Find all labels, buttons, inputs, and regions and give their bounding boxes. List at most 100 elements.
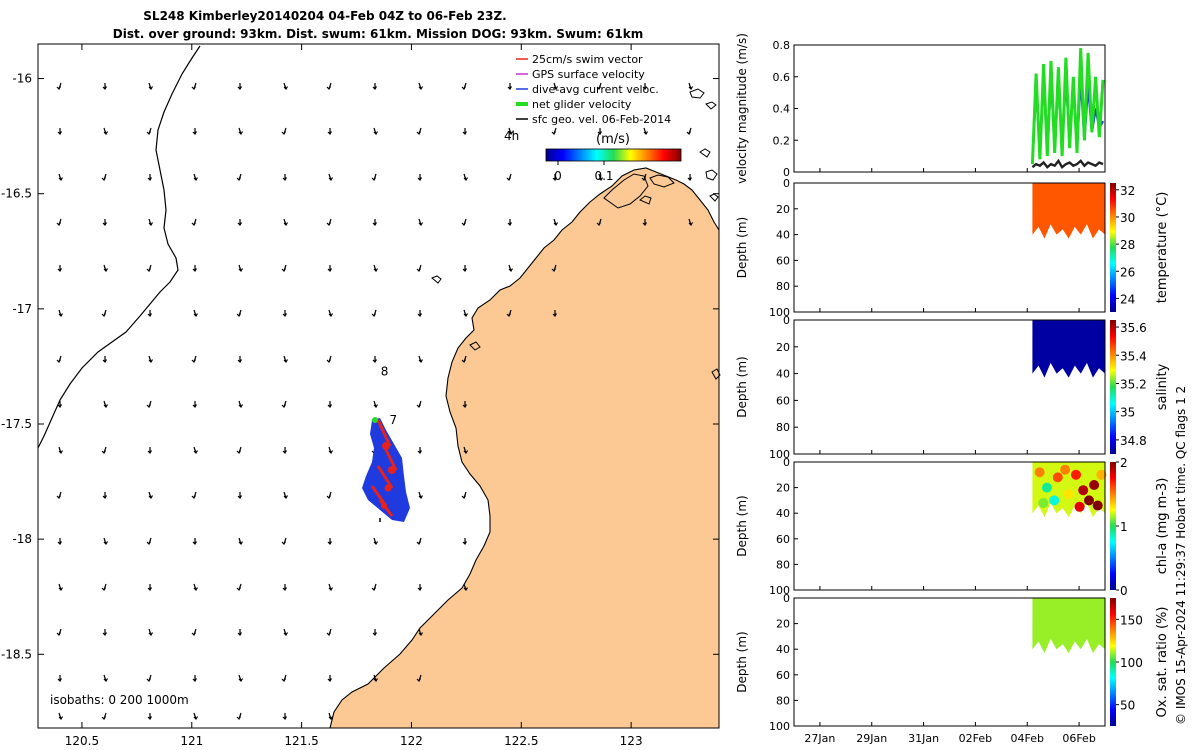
colorbar-tick-1: 35 bbox=[1120, 406, 1135, 420]
geo-vector-arrow bbox=[326, 491, 332, 499]
profile-data-field bbox=[1032, 320, 1105, 381]
chl-sample bbox=[1034, 467, 1045, 478]
colorbar-tick-4: 35.6 bbox=[1120, 321, 1147, 335]
map-y-tick-1: -16.5 bbox=[1, 187, 32, 201]
geo-vector-arrow bbox=[281, 400, 287, 408]
geo-vector-arrow bbox=[327, 675, 333, 682]
geo-vector-arrow bbox=[416, 264, 422, 272]
map-annotation-1: 7 bbox=[389, 413, 397, 427]
geo-vector-arrow bbox=[102, 629, 108, 636]
profile-y-tick-1: 20 bbox=[776, 482, 790, 495]
geo-vector-arrow bbox=[103, 264, 109, 272]
chl-sample bbox=[1092, 500, 1103, 511]
geo-vector-arrow bbox=[328, 583, 334, 591]
geo-vector-arrow bbox=[102, 492, 108, 499]
geo-vector-arrow bbox=[507, 219, 513, 226]
chl-sample bbox=[1096, 469, 1107, 480]
geo-vector-arrow bbox=[371, 583, 377, 591]
geo-vector-arrow bbox=[148, 82, 154, 90]
geo-vector-arrow bbox=[148, 491, 154, 499]
map-panel: 8 7 isobaths: 0 200 1000m 25cm/s swim vec… bbox=[1, 43, 721, 748]
geo-vector-arrow bbox=[373, 400, 379, 408]
geo-vector-arrow bbox=[506, 173, 512, 181]
geo-vector-arrow bbox=[371, 173, 377, 181]
geo-vector-arrow bbox=[418, 82, 424, 90]
land-cape bbox=[603, 173, 649, 209]
geo-vector-arrow bbox=[326, 628, 332, 636]
velocity-y-tick-4: 0.8 bbox=[773, 39, 791, 52]
geo-vector-arrow bbox=[57, 128, 63, 135]
colorbar-tick-1: 26 bbox=[1120, 265, 1135, 279]
time-tick-0: 27Jan bbox=[804, 732, 835, 745]
geo-vector-arrow bbox=[146, 674, 152, 682]
profile-axes bbox=[793, 319, 1106, 455]
geo-vector-arrow bbox=[148, 628, 154, 636]
geo-vector-arrow bbox=[236, 173, 242, 181]
geo-vector-arrow bbox=[281, 537, 287, 545]
geo-vector-arrow bbox=[508, 127, 514, 135]
geo-vector-arrow bbox=[238, 400, 244, 408]
geo-vector-arrow bbox=[283, 491, 289, 499]
profile-panel-0: 0 20 40 60 80 100 Depth (m) 24 26 28 30 32 temperatu… bbox=[735, 177, 1170, 319]
profile-ylabel: Depth (m) bbox=[735, 356, 749, 417]
profile-axes bbox=[793, 461, 1106, 591]
geo-vector-arrow bbox=[373, 537, 379, 545]
profile-ylabel: Depth (m) bbox=[735, 217, 749, 278]
geo-vector-arrow bbox=[416, 537, 422, 545]
velocity-y-tick-2: 0.4 bbox=[773, 103, 791, 116]
geo-vector-arrow bbox=[461, 82, 467, 90]
colorbar-tick-0: 34.8 bbox=[1120, 434, 1147, 448]
geo-vector-arrow bbox=[328, 446, 334, 454]
geo-vector-arrow bbox=[463, 309, 469, 317]
profile-colorbar bbox=[1110, 320, 1116, 454]
geo-vector-arrow bbox=[462, 265, 468, 272]
geo-vector-arrow bbox=[687, 174, 693, 181]
geo-vector-arrow bbox=[688, 82, 694, 90]
map-y-tick-2: -17 bbox=[12, 302, 32, 316]
track-start-marker bbox=[372, 417, 378, 423]
geo-vector-arrow bbox=[418, 628, 424, 636]
geo-vector-arrow bbox=[418, 355, 424, 363]
geo-vector-arrow bbox=[238, 537, 244, 545]
chl-sample bbox=[1074, 501, 1085, 512]
profile-y-tick-1: 20 bbox=[776, 341, 790, 354]
geo-vector-arrow bbox=[101, 446, 107, 454]
colorbar-tick-1: 100 bbox=[1120, 656, 1143, 670]
geo-vector-arrow bbox=[283, 355, 289, 363]
geo-vector-arrow bbox=[461, 218, 467, 226]
velocity-panel: 0 0.2 0.4 0.6 0.8 velocity magnitude (m/s) bbox=[735, 33, 1106, 184]
geo-vector-arrow bbox=[283, 628, 289, 636]
geo-vector-arrow bbox=[147, 174, 153, 181]
geo-vector-arrow bbox=[372, 356, 378, 363]
chl-sample bbox=[1049, 495, 1060, 506]
geo-vector-arrow bbox=[506, 309, 512, 317]
colorbar-label: salinity bbox=[1155, 363, 1170, 410]
colorbar-label: temperature (°C) bbox=[1155, 192, 1170, 304]
geo-vector-arrow bbox=[552, 174, 558, 181]
colorbar-tick-2: 150 bbox=[1120, 613, 1143, 627]
geo-vector-arrow bbox=[103, 537, 109, 545]
title-line1: SL248 Kimberley20140204 04-Feb 04Z to 06… bbox=[143, 9, 506, 23]
geo-vector-arrow bbox=[237, 356, 243, 363]
geo-vector-arrow bbox=[416, 127, 422, 135]
isobath-line bbox=[37, 45, 201, 449]
geo-vector-arrow bbox=[58, 712, 64, 720]
geo-vector-arrow bbox=[146, 400, 152, 408]
geo-vector-arrow bbox=[146, 537, 152, 545]
geo-vector-arrow bbox=[192, 265, 198, 272]
velocity-series-line bbox=[1031, 158, 1104, 170]
profile-y-tick-0: 0 bbox=[783, 177, 790, 190]
geo-vector-arrow bbox=[237, 83, 243, 90]
profile-ylabel: Depth (m) bbox=[735, 495, 749, 556]
geo-vector-arrow bbox=[553, 82, 559, 90]
colorbar-tick-0: 50 bbox=[1120, 699, 1135, 713]
geo-vector-arrow bbox=[102, 83, 108, 90]
geo-vector-arrow bbox=[327, 538, 333, 545]
map-y-tick-4: -18 bbox=[12, 532, 32, 546]
profile-y-tick-3: 60 bbox=[776, 254, 790, 267]
chl-sample bbox=[1089, 480, 1100, 490]
credit-text: © IMOS 15-Apr-2024 11:29:37 Hobart time.… bbox=[1174, 386, 1188, 725]
geo-vector-arrow bbox=[192, 675, 198, 682]
geo-vector-arrow bbox=[282, 310, 288, 317]
geo-vector-arrow bbox=[191, 82, 197, 90]
